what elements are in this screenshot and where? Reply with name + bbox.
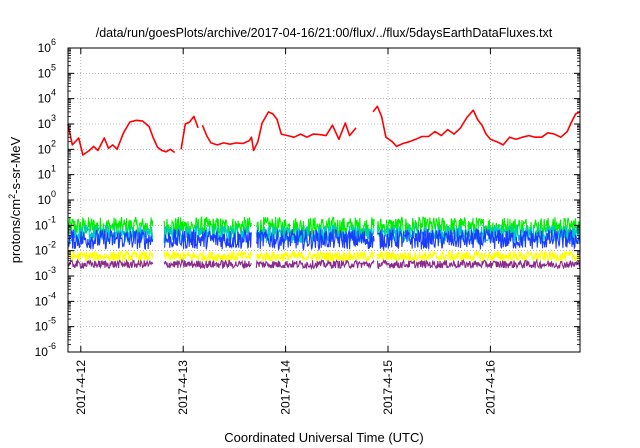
y-tick-label-base: 10 [35,294,49,308]
y-tick-label-base: 10 [38,66,52,80]
series-line [67,227,581,252]
x-tick-label: 2017-4-15 [381,360,395,415]
y-tick-label-exp: 5 [51,62,56,72]
y-tick-label-base: 10 [38,117,52,131]
y-tick-label-base: 10 [35,218,49,232]
y-tick-label: 103 [38,113,56,131]
y-tick-label-exp: -3 [48,265,56,275]
y-tick-label: 102 [38,138,56,156]
grid [68,48,580,352]
y-tick-label: 10-5 [35,316,56,334]
y-tick-label-exp: -2 [48,240,56,250]
y-axis-title: protons/cm2-s-sr-MeV [7,136,23,263]
y-axis-title-sup: 2 [7,194,17,199]
x-axis-title: Coordinated Universal Time (UTC) [224,430,423,445]
y-tick-label-exp: -4 [48,290,56,300]
y-tick-label-exp: 2 [51,138,56,148]
y-tick-label-base: 10 [35,345,49,359]
y-tick-label: 10-4 [35,290,56,308]
plot-area [67,105,581,271]
y-axis-title-prefix: protons/cm [8,199,23,263]
axis-ticks [68,47,580,353]
y-tick-label-base: 10 [35,269,49,283]
y-tick-label-exp: -6 [48,341,56,351]
y-tick-label: 105 [38,62,56,80]
y-tick-label-exp: 1 [51,164,56,174]
y-tick-label-base: 10 [35,244,49,258]
y-tick-label-base: 10 [35,320,49,334]
y-tick-label-base: 10 [38,193,52,207]
x-tick-label: 2017-4-13 [176,360,190,415]
x-tick-label: 2017-4-12 [74,360,88,415]
x-tick-labels: 2017-4-12 2017-4-13 2017-4-14 2017-4-15 2017… [74,360,498,415]
y-tick-label-exp: 4 [51,88,56,98]
y-tick-label-exp: 6 [51,37,56,47]
y-tick-label-exp: -5 [48,316,56,326]
y-tick-label: 10-3 [35,265,56,283]
y-tick-label-exp: -1 [48,214,56,224]
series-line [67,249,581,264]
y-tick-label: 101 [38,164,56,182]
x-tick-label: 2017-4-14 [279,360,293,415]
y-tick-label-base: 10 [38,168,52,182]
y-tick-label: 10-6 [35,341,56,359]
y-tick-label: 104 [38,88,56,106]
y-tick-label-base: 10 [38,41,52,55]
series-line [67,258,581,271]
y-tick-label-exp: 3 [51,113,56,123]
y-tick-label-base: 10 [38,142,52,156]
y-tick-label: 10-1 [35,214,56,232]
y-tick-label-exp: 0 [51,189,56,199]
y-tick-label-base: 10 [38,92,52,106]
y-tick-label: 100 [38,189,56,207]
y-tick-label: 10-2 [35,240,56,258]
y-axis-title-suffix: -s-sr-MeV [8,136,23,193]
y-tick-labels: 10-610-510-410-310-210-11001011021031041… [35,37,56,359]
x-tick-label: 2017-4-16 [483,360,497,415]
series-line [67,105,581,156]
chart-title: /data/run/goesPlots/archive/2017-04-16/2… [96,26,553,40]
y-tick-label: 106 [38,37,56,55]
